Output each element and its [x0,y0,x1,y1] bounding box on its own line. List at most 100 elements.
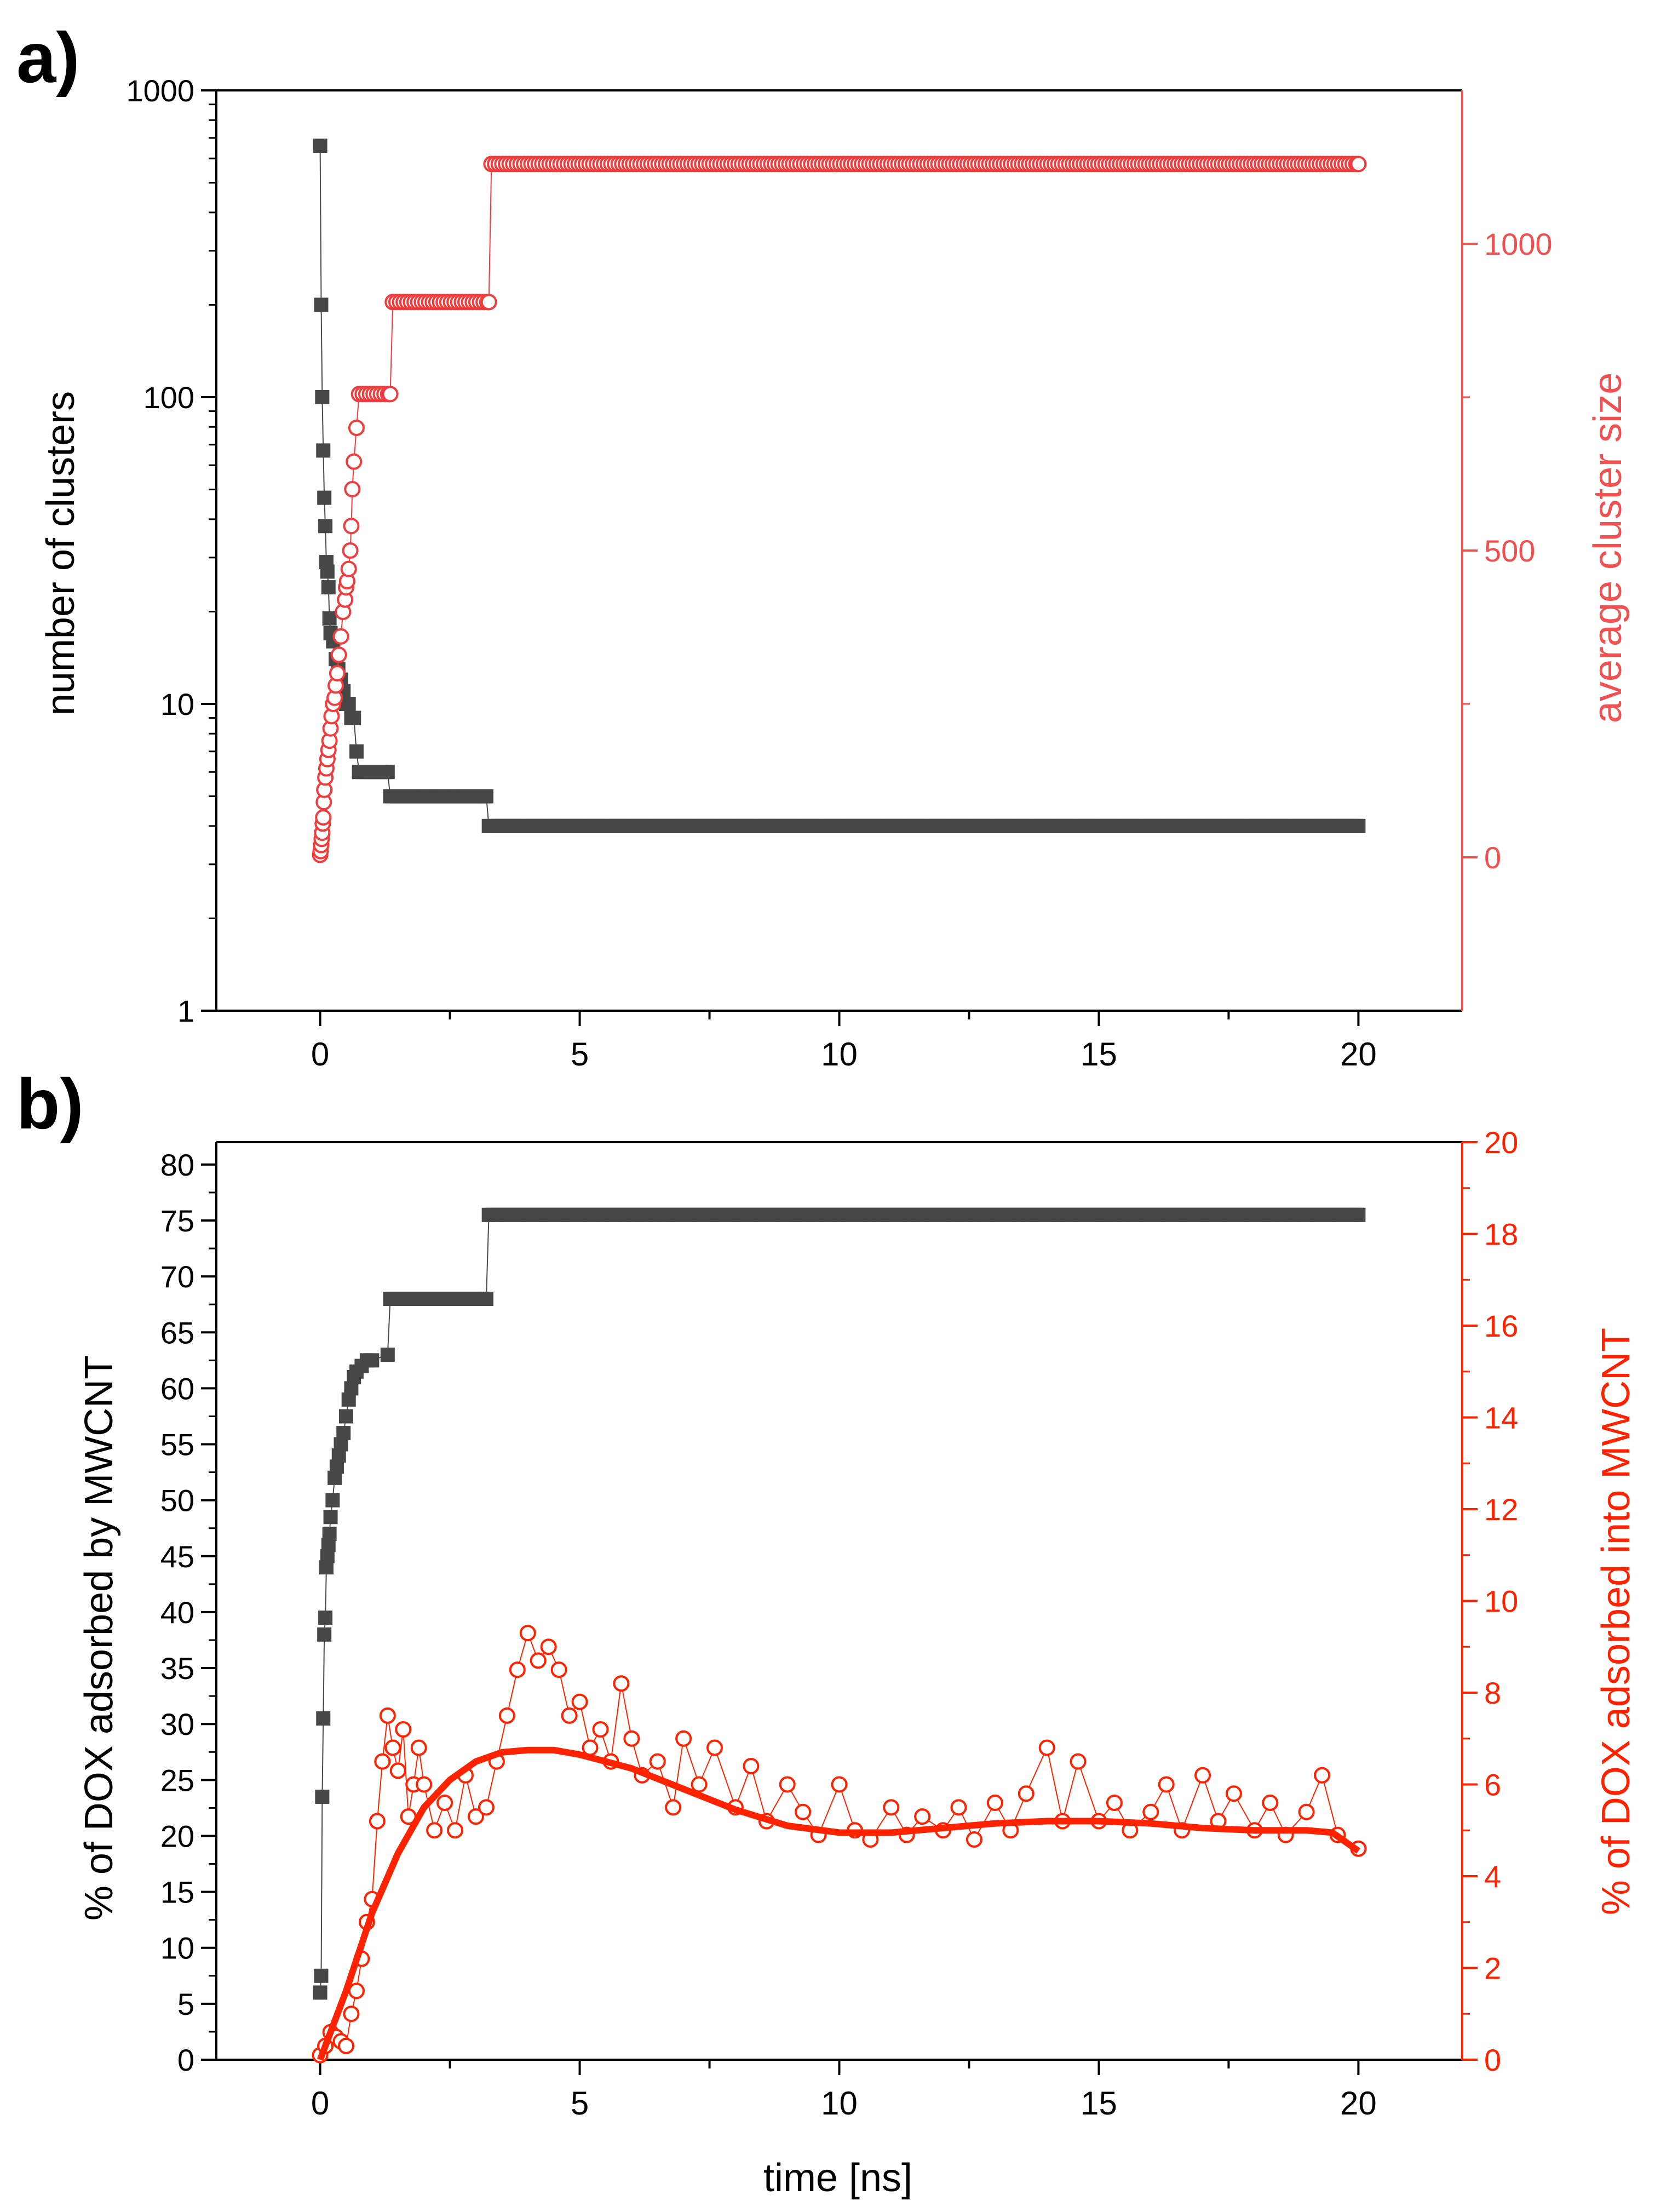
data-point [1262,1795,1279,1811]
data-point [321,580,336,595]
y2-tick-label: 16 [1484,1309,1518,1343]
y-tick-label: 10 [160,1931,194,1965]
y-tick-label: 1000 [126,73,194,108]
y-tick-label: 15 [160,1875,194,1910]
data-point [317,490,332,505]
y2-tick-label: 6 [1484,1768,1501,1802]
data-point [410,1739,427,1756]
data-point [340,560,357,577]
data-point [343,518,360,535]
y-tick-label: 10 [160,687,194,721]
y-tick-label: 80 [160,1148,194,1182]
y-tick-label: 40 [160,1595,194,1630]
data-point [426,1822,443,1839]
data-point [320,564,335,579]
data-point [1018,1785,1035,1802]
data-point [344,481,361,497]
data-point [343,2005,360,2022]
data-point [1038,1739,1055,1756]
data-point [530,1652,547,1669]
y2-tick-label: 0 [1484,2043,1501,2077]
y-tick-label: 1 [177,994,194,1028]
data-point [1225,1785,1242,1802]
data-point [613,1675,630,1692]
data-point [348,420,365,436]
y-tick-label: 20 [160,1819,194,1853]
data-point [479,789,493,804]
data-point [1298,1803,1315,1820]
y-tick-label: 55 [160,1428,194,1462]
x-tick-label: 5 [571,2085,589,2122]
data-point [986,1795,1003,1811]
data-point [966,1831,982,1848]
data-point [342,542,359,559]
data-point [498,1707,515,1724]
chart-panel-b: 0 5 10 15 2005101520253035404550556065707580… [160,1125,1519,2122]
data-point [384,1739,401,1756]
data-point [675,1730,692,1747]
y2-tick-label: 1000 [1484,227,1553,261]
data-point [623,1730,640,1747]
data-point [1351,818,1366,833]
data-point [379,1707,396,1724]
data-point [540,1638,557,1655]
data-point [349,744,364,759]
data-point [317,1627,332,1642]
data-point [550,1661,567,1678]
y-tick-label: 70 [160,1259,194,1294]
data-point [322,1526,337,1541]
data-point [313,1985,327,2000]
data-point [315,390,330,404]
panel-b-xlabel: time [ns] [763,2156,912,2200]
x-tick-label: 20 [1340,1036,1377,1073]
panel-b-label: b) [16,1064,84,1144]
y2-tick-label: 14 [1484,1401,1518,1435]
data-point [416,1776,433,1793]
y2-tick-label: 0 [1484,840,1501,875]
data-point [1194,1767,1211,1784]
data-point [519,1625,536,1642]
data-point [706,1739,723,1756]
x-tick-label: 10 [821,2085,858,2122]
series-connector [319,146,1359,827]
data-point [649,1753,666,1770]
y-tick-label: 100 [143,380,194,415]
data-point [395,1721,412,1738]
data-point [337,2037,354,2054]
data-point [1142,1803,1159,1820]
data-point [314,297,329,312]
data-point [447,1822,464,1839]
panel-a-label: a) [16,18,80,98]
data-point [436,1795,453,1811]
data-point [950,1799,967,1816]
y-tick-label: 25 [160,1763,194,1797]
data-point [323,1510,338,1525]
y-tick-label: 45 [160,1539,194,1574]
y2-tick-label: 8 [1484,1676,1501,1710]
y2-tick-label: 4 [1484,1859,1501,1894]
data-point [314,1968,329,1983]
data-point [779,1776,796,1793]
y-tick-label: 30 [160,1707,194,1741]
data-point [479,1291,493,1306]
x-tick-label: 15 [1081,2085,1117,2122]
y-tick-label: 0 [177,2043,194,2077]
y-tick-label: 75 [160,1204,194,1238]
data-point [330,646,347,663]
x-tick-label: 0 [311,2085,329,2122]
data-point [369,1813,386,1830]
data-point [467,1808,484,1825]
fit-curve [317,1746,1360,2061]
data-point [743,1758,760,1774]
data-point [1158,1776,1175,1793]
data-point [883,1799,900,1816]
data-point [389,1762,406,1779]
data-point [336,1426,351,1441]
x-tick-label: 15 [1081,1036,1117,1073]
data-point [382,386,399,403]
y2-tick-label: 18 [1484,1217,1518,1252]
data-point [338,1409,353,1424]
data-point [691,1776,708,1793]
y-tick-label: 50 [160,1483,194,1518]
